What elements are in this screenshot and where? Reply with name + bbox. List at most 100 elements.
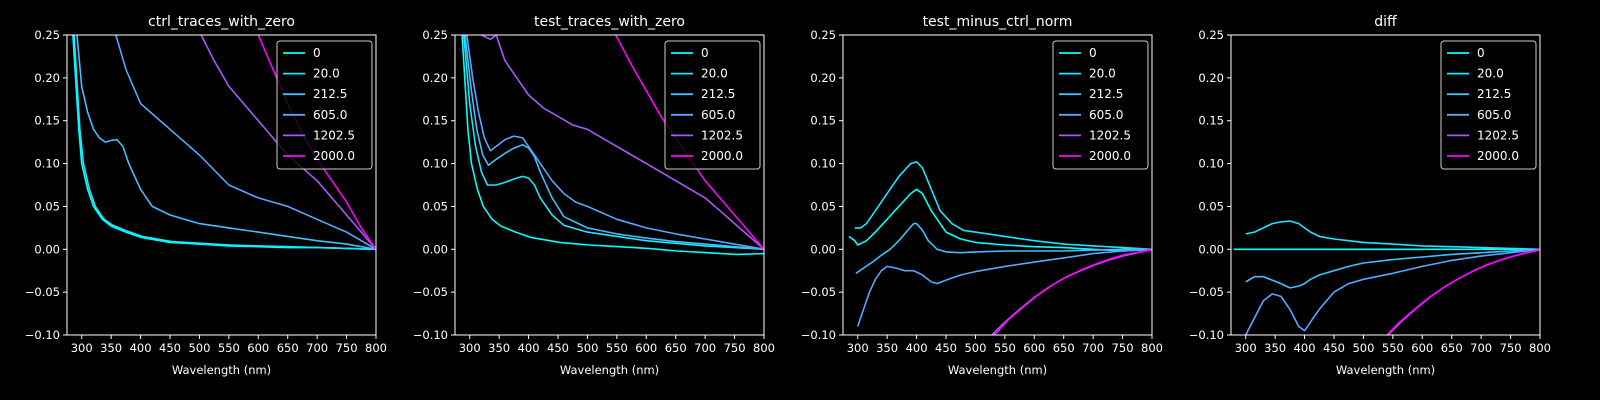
series-line-0 xyxy=(848,188,1152,252)
legend: 0 20.0 212.5 605.0 1202.5 2000.0 xyxy=(276,40,373,170)
y-tick-label: 0.05 xyxy=(34,199,60,213)
x-tick-label: 800 xyxy=(365,341,387,355)
x-tick-label: 450 xyxy=(547,341,569,355)
plot-frame xyxy=(454,34,765,336)
legend-label-4: 1202.5 xyxy=(701,128,743,142)
x-tick-label: 750 xyxy=(1112,341,1134,355)
x-tick-label: 650 xyxy=(1441,341,1463,355)
legend-label-1: 20.0 xyxy=(313,67,340,81)
x-tick-label: 750 xyxy=(336,341,358,355)
x-axis-label: Wavelength (nm) xyxy=(172,363,271,377)
series-line-1 xyxy=(854,161,1152,251)
series-line-5 xyxy=(1386,249,1540,335)
series-line-4 xyxy=(200,35,376,250)
x-tick-label: 550 xyxy=(606,341,628,355)
x-tick-label: 450 xyxy=(159,341,181,355)
x-tick-label: 700 xyxy=(694,341,716,355)
x-tick-label: 400 xyxy=(906,341,928,355)
legend-label-5: 2000.0 xyxy=(1477,149,1519,163)
y-tick-label: 0.05 xyxy=(1198,199,1224,213)
chart-panel-3: diff Wavelength (nm) −0.10 −0.05 0.00 0.05 0.1… xyxy=(1189,14,1551,377)
y-tick-label: −0.05 xyxy=(25,285,60,299)
y-tick-label: 0.10 xyxy=(1198,157,1224,171)
x-axis-label: Wavelength (nm) xyxy=(1336,363,1435,377)
legend-label-2: 212.5 xyxy=(1089,87,1123,101)
legend-label-4: 1202.5 xyxy=(1089,128,1131,142)
legend-label-0: 0 xyxy=(701,46,709,60)
series-group xyxy=(72,35,376,251)
series-group xyxy=(461,35,764,256)
x-tick-label: 300 xyxy=(1235,341,1257,355)
y-tick-label: 0.00 xyxy=(34,242,60,256)
x-tick-label: 700 xyxy=(306,341,328,355)
legend-label-4: 1202.5 xyxy=(1477,128,1519,142)
legend-label-1: 20.0 xyxy=(701,67,728,81)
series-line-1 xyxy=(463,35,764,251)
x-tick-label: 550 xyxy=(218,341,240,355)
x-tick-label: 500 xyxy=(964,341,986,355)
y-tick-label: 0.10 xyxy=(810,157,836,171)
x-tick-label: 450 xyxy=(935,341,957,355)
y-tick-label: −0.10 xyxy=(801,328,836,342)
legend-label-3: 605.0 xyxy=(1477,108,1511,122)
legend-label-0: 0 xyxy=(313,46,321,60)
chart-panel-2: test_minus_ctrl_norm Wavelength (nm) −0.10… xyxy=(801,14,1163,377)
x-tick-label: 300 xyxy=(459,341,481,355)
y-tick-label: 0.20 xyxy=(34,71,60,85)
x-tick-label: 800 xyxy=(753,341,775,355)
x-tick-label: 600 xyxy=(635,341,657,355)
chart-panel-1: test_traces_with_zero Wavelength (nm) −0.1… xyxy=(413,14,775,377)
x-tick-label: 500 xyxy=(1352,341,1374,355)
x-tick-label: 350 xyxy=(1264,341,1286,355)
x-tick-label: 450 xyxy=(1323,341,1345,355)
series-group xyxy=(848,161,1152,335)
series-line-3 xyxy=(115,35,376,250)
y-tick-label: 0.25 xyxy=(1198,28,1224,42)
x-tick-label: 800 xyxy=(1141,341,1163,355)
series-line-1 xyxy=(73,35,376,251)
x-tick-label: 350 xyxy=(488,341,510,355)
y-tick-label: 0.00 xyxy=(422,242,448,256)
y-tick-label: −0.05 xyxy=(1189,285,1224,299)
legend-label-2: 212.5 xyxy=(701,87,735,101)
y-tick-label: 0.00 xyxy=(810,242,836,256)
legend: 0 20.0 212.5 605.0 1202.5 2000.0 xyxy=(1052,40,1149,170)
y-tick-label: 0.25 xyxy=(34,28,60,42)
y-tick-label: 0.10 xyxy=(34,157,60,171)
x-tick-label: 350 xyxy=(100,341,122,355)
legend-label-4: 1202.5 xyxy=(313,128,355,142)
y-tick-label: 0.15 xyxy=(810,114,836,128)
x-tick-label: 500 xyxy=(188,341,210,355)
x-tick-label: 600 xyxy=(247,341,269,355)
legend-label-3: 605.0 xyxy=(1089,108,1123,122)
x-tick-label: 700 xyxy=(1470,341,1492,355)
y-tick-label: 0.25 xyxy=(810,28,836,42)
y-tick-label: 0.15 xyxy=(1198,114,1224,128)
x-tick-label: 650 xyxy=(277,341,299,355)
x-tick-label: 800 xyxy=(1529,341,1551,355)
plot-frame xyxy=(1230,34,1541,336)
x-tick-label: 650 xyxy=(1053,341,1075,355)
legend-label-5: 2000.0 xyxy=(1089,149,1131,163)
legend-label-0: 0 xyxy=(1477,46,1485,60)
x-tick-label: 300 xyxy=(71,341,93,355)
x-tick-label: 600 xyxy=(1411,341,1433,355)
x-axis-label: Wavelength (nm) xyxy=(560,363,659,377)
x-tick-label: 650 xyxy=(665,341,687,355)
series-line-2 xyxy=(76,35,376,251)
x-tick-label: 300 xyxy=(847,341,869,355)
legend-label-0: 0 xyxy=(1089,46,1097,60)
y-tick-label: −0.10 xyxy=(413,328,448,342)
legend: 0 20.0 212.5 605.0 1202.5 2000.0 xyxy=(664,40,761,170)
legend-label-5: 2000.0 xyxy=(701,149,743,163)
legend-label-1: 20.0 xyxy=(1477,67,1504,81)
chart-title: test_traces_with_zero xyxy=(534,14,685,30)
x-tick-label: 500 xyxy=(576,341,598,355)
x-tick-label: 750 xyxy=(724,341,746,355)
series-line-3 xyxy=(856,248,1152,327)
legend-label-3: 605.0 xyxy=(313,108,347,122)
series-line-3 xyxy=(466,35,764,251)
y-tick-label: 0.20 xyxy=(422,71,448,85)
x-tick-label: 350 xyxy=(876,341,898,355)
